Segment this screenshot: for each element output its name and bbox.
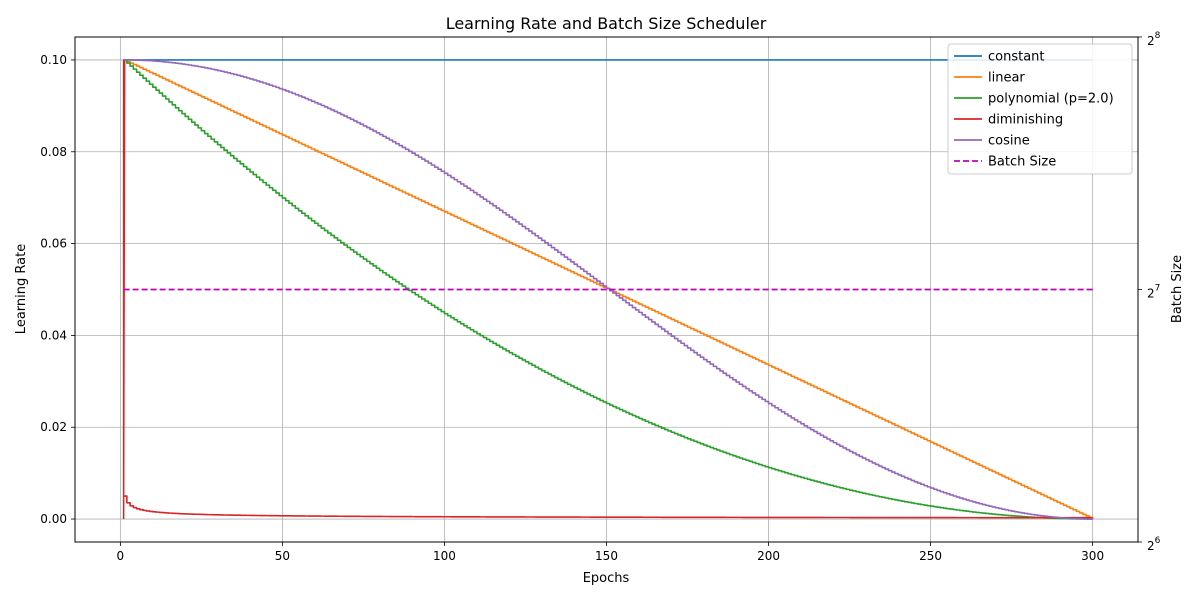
y-tick-label: 0.10 <box>40 53 67 67</box>
x-tick-label: 0 <box>117 549 125 563</box>
legend-label: constant <box>988 50 1045 65</box>
y2-tick-exponent: 6 <box>1155 536 1161 546</box>
y-tick-label: 0.06 <box>40 237 67 251</box>
x-axis-label: Epochs <box>583 571 630 586</box>
legend-label: cosine <box>988 134 1030 149</box>
y-tick-label: 0.00 <box>40 512 67 526</box>
y-tick-label: 0.08 <box>40 145 67 159</box>
x-tick-label: 200 <box>757 549 780 563</box>
y2-tick-label: 26 <box>1147 536 1161 553</box>
legend-label: Batch Size <box>988 155 1056 170</box>
series-group <box>122 59 1094 520</box>
x-tick-label: 150 <box>595 549 618 563</box>
legend-label: diminishing <box>988 113 1063 128</box>
axes: 0 50 100 150 200 250 300 0.00 0.02 0.04 0.06 0.08 0.… <box>40 31 1160 563</box>
y-tick-label: 0.04 <box>40 328 67 342</box>
series-line-cosine <box>123 59 1094 520</box>
legend: constant linear polynomial (p=2.0) diminish… <box>947 43 1133 175</box>
legend-box <box>947 43 1133 175</box>
series-line-diminishing <box>122 59 1093 520</box>
y-axis-label: Learning Rate <box>14 244 29 334</box>
y2-tick-label: 27 <box>1147 284 1160 301</box>
x-tick-label: 50 <box>275 549 290 563</box>
y-tick-label: 0.02 <box>40 420 67 434</box>
y2-tick-exponent: 7 <box>1155 284 1161 294</box>
legend-label: polynomial (p=2.0) <box>988 92 1114 107</box>
y2-tick-base: 2 <box>1147 34 1155 48</box>
x-tick-label: 250 <box>919 549 942 563</box>
chart-title: Learning Rate and Batch Size Scheduler <box>446 14 767 33</box>
y2-tick-label: 28 <box>1147 31 1161 48</box>
legend-label: linear <box>988 71 1025 86</box>
y2-tick-base: 2 <box>1147 287 1155 301</box>
y2-axis-label: Batch Size <box>1170 255 1185 323</box>
series-line-polynomial <box>123 59 1094 520</box>
x-tick-label: 100 <box>433 549 456 563</box>
y2-tick-base: 2 <box>1147 539 1155 553</box>
x-tick-label: 300 <box>1081 549 1104 563</box>
y2-tick-exponent: 8 <box>1155 31 1161 41</box>
